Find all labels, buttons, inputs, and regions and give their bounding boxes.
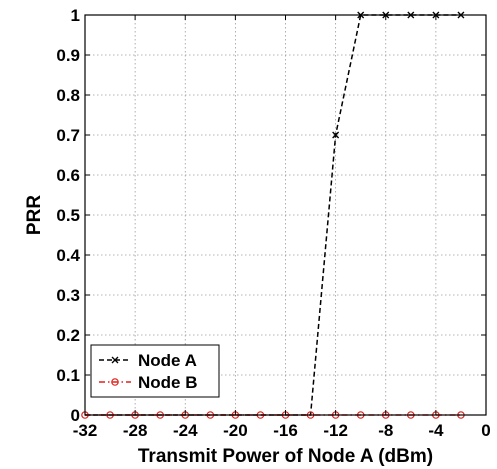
legend-entry: Node A [99,351,197,370]
y-axis-label: PRR [24,195,45,235]
legend: Node A Node B [90,344,220,398]
legend-entry: Node B [99,373,198,392]
y-tick-label: 0.2 [56,326,80,345]
x-tick-label: -32 [73,421,98,440]
y-tick-label: 0.3 [56,286,80,305]
x-axis-label: Transmit Power of Node A (dBm) [138,446,433,467]
x-tick-label: -8 [378,421,393,440]
y-tick-label: 0.4 [56,246,80,265]
legend-label: Node A [138,351,197,370]
data-point [332,131,340,139]
legend-marker [111,356,119,364]
x-tick-label: -28 [123,421,148,440]
y-tick-label: 0.9 [56,46,80,65]
y-tick-label: 0.5 [56,206,80,225]
y-tick-label: 0.7 [56,126,80,145]
x-tick-label: -24 [173,421,198,440]
y-tick-label: 0 [71,406,80,425]
legend-box [90,344,220,398]
x-tick-label: -4 [428,421,444,440]
x-tick-label: 0 [481,421,490,440]
x-tick-label: -12 [323,421,348,440]
y-tick-label: 1 [71,6,80,25]
legend-label: Node B [138,373,198,392]
y-tick-label: 0.8 [56,86,80,105]
y-tick-label: 0.6 [56,166,80,185]
x-tick-label: -20 [223,421,248,440]
axis-ticks: -32 -28 -24 -20 -16 -12 -8 -4 0 0 0.1 0.2 0.3 0.4 0.5 0… [56,6,490,440]
x-tick-label: -16 [273,421,298,440]
legend-marker [111,378,119,386]
y-tick-label: 0.1 [56,366,80,385]
